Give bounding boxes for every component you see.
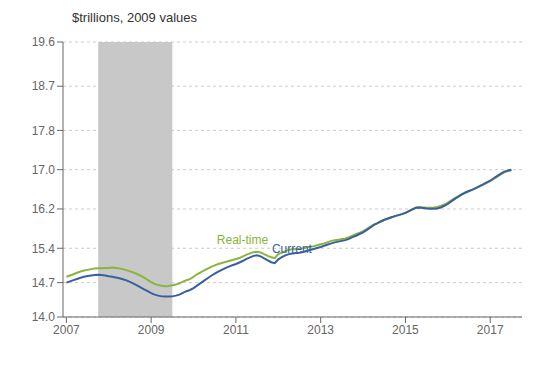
svg-text:17.8: 17.8 bbox=[32, 124, 56, 138]
svg-text:2009: 2009 bbox=[138, 323, 165, 337]
svg-text:17.0: 17.0 bbox=[32, 163, 56, 177]
svg-text:Real-time: Real-time bbox=[217, 233, 269, 247]
svg-text:2013: 2013 bbox=[307, 323, 334, 337]
svg-text:Current: Current bbox=[272, 242, 313, 256]
svg-text:15.4: 15.4 bbox=[32, 242, 56, 256]
svg-text:14.7: 14.7 bbox=[32, 276, 56, 290]
svg-text:16.2: 16.2 bbox=[32, 202, 56, 216]
svg-text:2007: 2007 bbox=[53, 323, 80, 337]
svg-text:2011: 2011 bbox=[223, 323, 249, 337]
svg-text:19.6: 19.6 bbox=[32, 35, 56, 49]
svg-text:18.7: 18.7 bbox=[32, 79, 56, 93]
html-text:$trillions, 2009 values: $trillions, 2009 values bbox=[72, 10, 197, 25]
svg-text:2017: 2017 bbox=[477, 323, 504, 337]
svg-text:14.0: 14.0 bbox=[32, 310, 56, 324]
svg-text:2015: 2015 bbox=[392, 323, 419, 337]
